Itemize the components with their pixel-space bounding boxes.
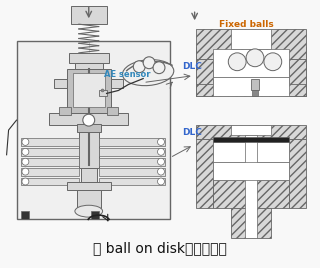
- Text: DLC: DLC: [182, 128, 202, 137]
- Circle shape: [157, 158, 164, 165]
- Circle shape: [22, 139, 29, 145]
- Bar: [196, 47, 213, 96]
- Circle shape: [22, 148, 29, 155]
- Bar: [67, 69, 110, 113]
- Bar: [75, 63, 103, 69]
- Circle shape: [157, 168, 164, 175]
- Bar: [289, 59, 307, 96]
- Text: 図 ball on disk摩擦試験機: 図 ball on disk摩擦試験機: [93, 241, 227, 255]
- Text: Fixed balls: Fixed balls: [220, 20, 274, 29]
- Bar: [245, 135, 257, 238]
- Bar: [99, 138, 165, 146]
- Bar: [196, 84, 307, 96]
- Circle shape: [157, 139, 164, 145]
- Bar: [79, 132, 99, 168]
- Bar: [21, 158, 79, 166]
- Bar: [213, 77, 289, 96]
- Bar: [289, 47, 307, 96]
- Bar: [69, 53, 108, 63]
- Circle shape: [157, 178, 164, 185]
- Circle shape: [157, 148, 164, 155]
- Bar: [59, 107, 71, 115]
- Bar: [231, 208, 271, 238]
- Circle shape: [22, 158, 29, 165]
- Bar: [213, 180, 289, 208]
- Ellipse shape: [75, 205, 103, 217]
- Bar: [67, 183, 110, 190]
- Text: DLC: DLC: [182, 62, 202, 71]
- Circle shape: [22, 168, 29, 175]
- Bar: [196, 139, 213, 208]
- Bar: [81, 168, 97, 183]
- Bar: [21, 148, 79, 156]
- Circle shape: [133, 61, 145, 73]
- Bar: [231, 125, 271, 135]
- Bar: [49, 113, 128, 125]
- Bar: [196, 29, 307, 59]
- Bar: [54, 79, 67, 88]
- Bar: [99, 148, 165, 156]
- Bar: [99, 177, 165, 185]
- Bar: [213, 162, 289, 180]
- Bar: [77, 190, 100, 208]
- Circle shape: [83, 114, 95, 126]
- Bar: [99, 158, 165, 166]
- Bar: [107, 107, 118, 115]
- Text: AE sensor: AE sensor: [104, 70, 150, 79]
- Circle shape: [264, 53, 282, 71]
- Bar: [213, 49, 289, 77]
- Bar: [77, 124, 100, 132]
- Ellipse shape: [123, 60, 174, 86]
- Bar: [289, 139, 307, 208]
- Bar: [17, 41, 170, 219]
- Bar: [91, 211, 99, 219]
- Circle shape: [101, 89, 104, 92]
- Bar: [99, 168, 165, 176]
- Bar: [73, 73, 105, 107]
- Bar: [231, 29, 271, 49]
- Circle shape: [22, 178, 29, 185]
- Circle shape: [143, 57, 155, 69]
- Bar: [251, 79, 259, 91]
- Bar: [213, 137, 289, 142]
- Bar: [21, 168, 79, 176]
- Bar: [21, 138, 79, 146]
- Bar: [110, 79, 124, 88]
- Bar: [99, 91, 107, 96]
- Bar: [21, 177, 79, 185]
- Circle shape: [246, 49, 264, 67]
- Bar: [252, 91, 258, 96]
- Circle shape: [153, 62, 165, 74]
- Bar: [213, 142, 289, 162]
- Bar: [71, 6, 107, 24]
- Bar: [196, 125, 307, 139]
- Circle shape: [228, 53, 246, 71]
- Bar: [196, 59, 213, 96]
- Bar: [21, 211, 29, 219]
